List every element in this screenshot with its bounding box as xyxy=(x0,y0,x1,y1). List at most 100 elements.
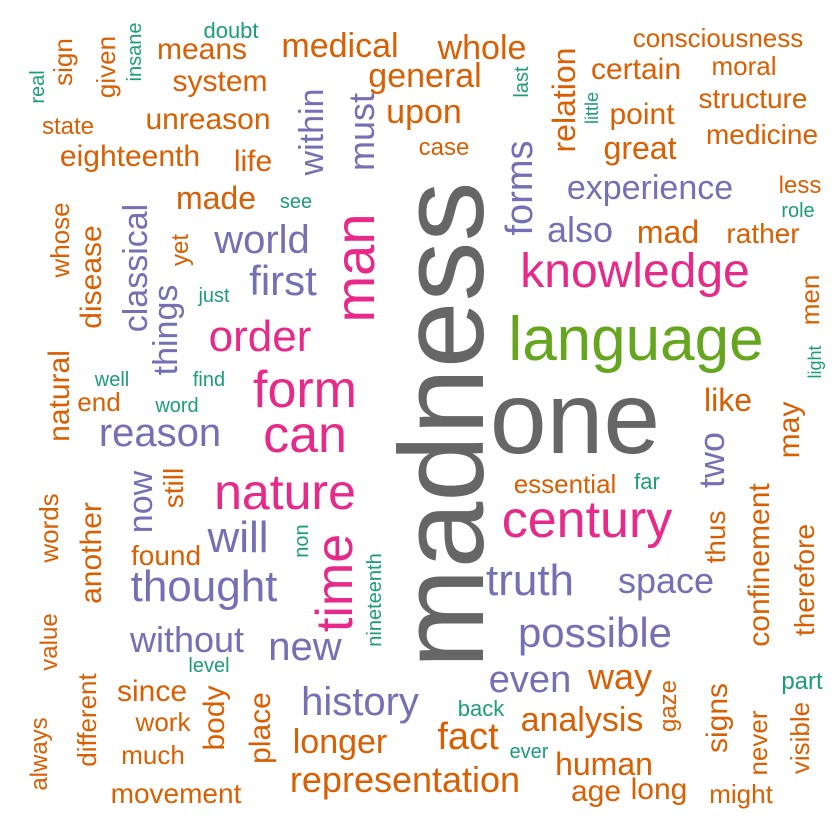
word-history: history xyxy=(301,680,419,724)
word-much: much xyxy=(121,740,185,770)
word-whole: whole xyxy=(437,29,527,67)
word-state: state xyxy=(41,113,95,140)
word-thought: thought xyxy=(130,562,278,611)
word-form: form xyxy=(253,361,357,419)
word-human: human xyxy=(555,746,653,782)
word-analysis: analysis xyxy=(520,701,644,739)
word-new: new xyxy=(268,625,342,669)
word-life: life xyxy=(233,145,273,178)
word-moral: moral xyxy=(711,51,777,81)
word-structure: structure xyxy=(698,83,808,114)
word-certain: certain xyxy=(590,53,682,86)
word-last: last xyxy=(511,66,533,98)
word-natural: natural xyxy=(43,350,76,442)
word-sign: sign xyxy=(48,38,78,86)
word-still: still xyxy=(158,467,189,509)
word-just: just xyxy=(198,285,230,307)
word-knowledge: knowledge xyxy=(520,245,750,298)
word-time: time xyxy=(306,533,364,633)
word-within: within xyxy=(293,88,331,176)
word-general: general xyxy=(368,57,482,95)
word-always: always xyxy=(26,717,53,791)
word-upon: upon xyxy=(386,93,462,131)
word-forms: forms xyxy=(499,140,541,236)
word-can: can xyxy=(263,406,347,464)
word-order: order xyxy=(208,312,312,361)
word-made: made xyxy=(175,180,257,216)
word-point: point xyxy=(609,98,675,131)
word-little: little xyxy=(582,91,602,125)
word-movement: movement xyxy=(110,778,242,809)
word-rather: rather xyxy=(726,218,800,249)
word-gaze: gaze xyxy=(655,679,682,733)
word-without: without xyxy=(129,619,245,660)
word-since: since xyxy=(116,675,188,708)
word-like: like xyxy=(703,382,753,418)
word-less: less xyxy=(778,172,822,199)
word-fact: fact xyxy=(437,716,499,758)
word-find: find xyxy=(192,369,226,391)
word-possible: possible xyxy=(517,609,673,656)
word-different: different xyxy=(72,673,102,767)
word-men: men xyxy=(795,274,825,326)
word-longer: longer xyxy=(292,723,388,761)
word-experience: experience xyxy=(566,169,734,207)
word-insane: insane xyxy=(124,22,146,82)
word-consciousness: consciousness xyxy=(632,23,804,53)
word-truth: truth xyxy=(485,556,575,605)
word-role: role xyxy=(781,200,815,222)
word-never: never xyxy=(743,710,773,776)
word-system: system xyxy=(172,65,268,98)
word-case: case xyxy=(418,134,470,161)
word-end: end xyxy=(77,387,121,417)
word-medical: medical xyxy=(281,27,399,65)
word-yet: yet xyxy=(167,233,194,267)
word-means: means xyxy=(156,33,248,66)
word-must: must xyxy=(341,92,382,172)
word-mad: mad xyxy=(636,214,700,250)
word-things: things xyxy=(147,284,185,376)
word-also: also xyxy=(546,209,614,250)
word-even: even xyxy=(488,659,572,701)
word-might: might xyxy=(709,779,773,809)
word-another: another xyxy=(75,502,108,604)
word-will: will xyxy=(207,513,269,562)
word-may: may xyxy=(773,401,806,459)
word-word: word xyxy=(155,395,199,417)
word-space: space xyxy=(617,560,715,601)
word-given: given xyxy=(91,35,121,99)
word-therefore: therefore xyxy=(789,523,820,637)
word-nature: nature xyxy=(214,464,356,520)
word-way: way xyxy=(587,656,653,697)
word-long: long xyxy=(630,773,688,806)
word-doubt: doubt xyxy=(203,18,259,43)
word-body: body xyxy=(198,685,231,751)
word-madness: madness xyxy=(375,181,509,669)
word-first: first xyxy=(249,257,317,304)
word-world: world xyxy=(214,218,310,262)
word-see: see xyxy=(279,191,313,213)
word-one: one xyxy=(489,361,661,475)
word-thus: thus xyxy=(700,510,731,564)
word-part: part xyxy=(781,668,823,695)
word-two: two xyxy=(691,431,732,489)
word-nineteenth: nineteenth xyxy=(364,553,386,647)
word-great: great xyxy=(603,130,677,166)
word-language: language xyxy=(508,305,764,374)
word-level: level xyxy=(188,655,230,677)
word-work: work xyxy=(135,707,191,737)
word-value: value xyxy=(36,613,63,671)
word-age: age xyxy=(570,775,622,808)
word-disease: disease xyxy=(75,225,108,329)
word-signs: signs xyxy=(701,682,734,754)
word-place: place xyxy=(244,692,277,764)
word-essential: essential xyxy=(513,469,617,499)
word-real: real xyxy=(27,70,49,104)
word-relation: relation xyxy=(546,47,582,153)
word-visible: visible xyxy=(785,701,815,775)
word-unreason: unreason xyxy=(145,103,271,136)
word-well: well xyxy=(94,369,130,391)
word-now: now xyxy=(122,470,160,534)
word-whose: whose xyxy=(45,202,75,278)
